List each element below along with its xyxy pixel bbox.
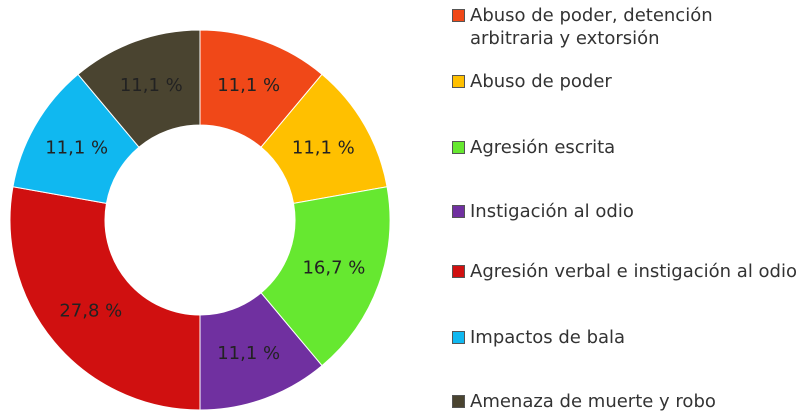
legend-item: Amenaza de muerte y robo [452, 390, 800, 413]
legend-label: Agresión escrita [470, 137, 616, 158]
legend-item: Abuso de poder [452, 70, 800, 93]
data-label: 11,1 % [292, 138, 355, 159]
legend-label: Abuso de poder, detención arbitraria y e… [470, 5, 713, 49]
data-label: 11,1 % [217, 343, 280, 364]
legend-label: Amenaza de muerte y robo [470, 391, 716, 412]
legend-swatch [452, 75, 465, 88]
legend-item: Abuso de poder, detención arbitraria y e… [452, 4, 800, 50]
donut-segment [9, 186, 201, 411]
data-label: 11,1 % [120, 75, 183, 96]
legend-label: Instigación al odio [470, 201, 634, 222]
donut-segment [260, 186, 391, 367]
legend-swatch [452, 141, 465, 154]
data-label: 27,8 % [59, 301, 122, 322]
legend-swatch [452, 331, 465, 344]
legend-swatch [452, 395, 465, 408]
legend-item: Agresión escrita [452, 136, 800, 159]
data-label: 11,1 % [217, 75, 280, 96]
legend-label: Abuso de poder [470, 71, 612, 92]
legend-label: Impactos de bala [470, 327, 626, 348]
legend-swatch [452, 265, 465, 278]
legend-item: Agresión verbal e instigación al odio [452, 260, 800, 283]
donut-segment [77, 29, 201, 148]
legend-item: Impactos de bala [452, 326, 800, 349]
legend-label: Agresión verbal e instigación al odio [470, 261, 797, 282]
legend-swatch [452, 9, 465, 22]
data-label: 11,1 % [45, 138, 108, 159]
legend-item: Instigación al odio [452, 200, 800, 223]
legend-swatch [452, 205, 465, 218]
chart: 11,1 % 11,1 % 16,7 % 11,1 % 27,8 % 11,1 % 11,1… [9, 29, 391, 411]
data-label: 16,7 % [302, 258, 365, 279]
